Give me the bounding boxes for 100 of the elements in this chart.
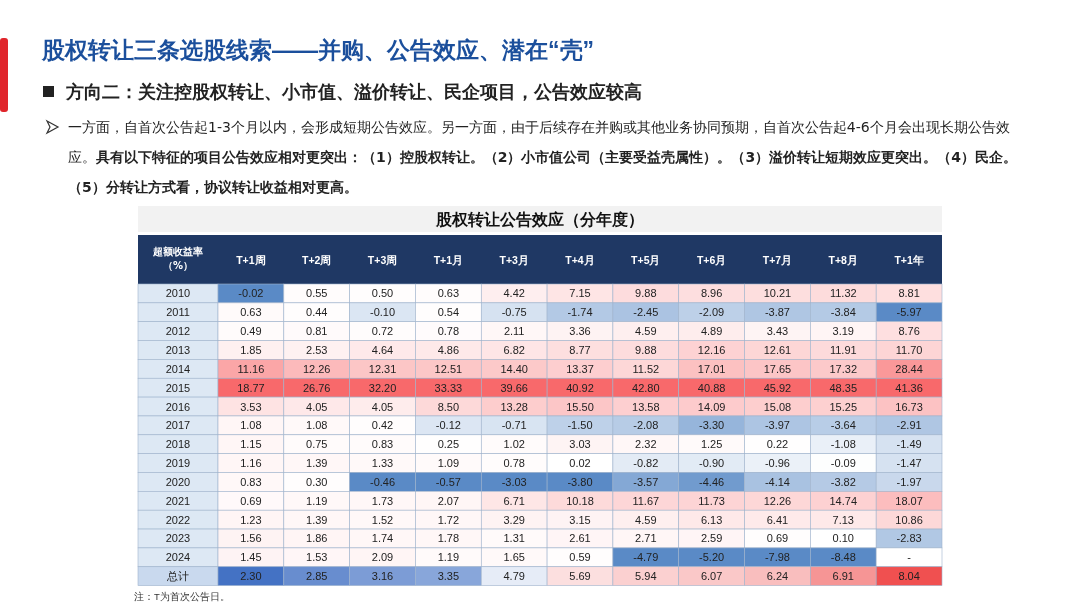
data-label: 4.64	[371, 343, 394, 356]
x-tick-label: T+3月	[499, 253, 529, 266]
chart-title: 股权转让公告效应（分年度）	[435, 210, 644, 229]
data-label: -1.47	[896, 457, 922, 470]
data-label: 45.92	[763, 381, 792, 394]
text: 股权转让三条选股线索——并购、公告效应、潜在“壳”	[41, 37, 594, 63]
data-label: 1.74	[371, 532, 394, 545]
data-label: -1.49	[896, 438, 922, 451]
data-label: 6.71	[503, 494, 525, 507]
data-label: 3.36	[569, 325, 591, 338]
data-label: 2.07	[437, 494, 460, 507]
data-label: 1.16	[240, 457, 262, 470]
data-label: 1.15	[240, 438, 262, 451]
data-label: 11.73	[698, 494, 725, 507]
data-label: -3.57	[633, 475, 659, 488]
data-label: 1.39	[306, 457, 328, 470]
y-tick-label: 总计	[166, 570, 189, 583]
data-label: 0.63	[437, 287, 460, 300]
data-label: -1.74	[567, 306, 593, 319]
data-label: -3.30	[699, 419, 725, 432]
data-label: -5.97	[896, 306, 922, 319]
y-tick-label: 2019	[165, 457, 191, 470]
data-label: 1.09	[437, 457, 460, 470]
x-tick-label: T+3周	[367, 253, 398, 266]
data-label: 3.53	[240, 400, 262, 413]
data-label: 4.59	[635, 513, 657, 526]
data-label: 3.29	[503, 513, 525, 526]
data-label: 9.88	[635, 343, 657, 356]
data-label: 3.43	[766, 325, 789, 338]
y-tick-label: 2013	[165, 343, 191, 356]
data-label: 0.69	[766, 532, 789, 545]
data-label: 11.70	[895, 343, 923, 356]
data-label: 33.33	[434, 381, 463, 394]
data-label: 17.32	[829, 362, 858, 375]
y-tick-label: 2024	[165, 551, 191, 564]
data-label: 1.33	[371, 457, 394, 470]
data-label: 1.19	[306, 494, 328, 507]
data-label: -2.91	[896, 419, 922, 432]
data-label: 11.91	[829, 343, 857, 356]
text: -	[907, 551, 911, 564]
data-label: 48.35	[829, 381, 858, 394]
data-label: -3.87	[764, 306, 790, 319]
data-label: 12.31	[368, 362, 397, 375]
data-label: 4.89	[700, 325, 723, 338]
data-label: 5.69	[569, 570, 591, 583]
data-label: 10.18	[566, 494, 594, 507]
data-label: 3.35	[437, 570, 460, 583]
data-label: 12.16	[697, 343, 726, 356]
data-label: 4.05	[306, 400, 328, 413]
data-label: 18.07	[895, 494, 923, 507]
data-label: 1.78	[437, 532, 460, 545]
data-label: -0.02	[238, 287, 264, 300]
data-label: -0.90	[699, 457, 725, 470]
y-tick-label: 2016	[165, 400, 191, 413]
data-label: 0.49	[240, 325, 262, 338]
data-label: 1.45	[240, 551, 262, 564]
data-label: 13.58	[632, 400, 660, 413]
data-label: -0.75	[501, 306, 527, 319]
data-label: 11.32	[829, 287, 857, 300]
text: 超额收益率（%）	[152, 245, 204, 273]
data-label: 1.08	[306, 419, 328, 432]
data-label: 3.15	[569, 513, 591, 526]
data-label: 0.02	[569, 457, 591, 470]
data-label: 0.75	[306, 438, 328, 451]
data-label: 14.09	[697, 400, 726, 413]
data-label: 2.85	[306, 570, 328, 583]
data-label: 0.44	[306, 306, 328, 319]
x-tick-label: T+7月	[762, 253, 793, 266]
data-label: -0.96	[764, 457, 790, 470]
data-label: 1.53	[306, 551, 328, 564]
data-label: 4.42	[503, 287, 525, 300]
data-label: 0.25	[437, 438, 460, 451]
data-label: 8.04	[898, 570, 920, 583]
y-tick-label: 2015	[165, 381, 191, 394]
data-label: 2.32	[635, 438, 657, 451]
data-label: 1.39	[306, 513, 328, 526]
y-tick-label: 2014	[165, 362, 191, 375]
data-label: 0.55	[306, 287, 328, 300]
data-label: 6.07	[700, 570, 723, 583]
data-label: 7.15	[569, 287, 591, 300]
data-label: -0.82	[633, 457, 659, 470]
data-label: 41.36	[895, 381, 923, 394]
data-label: 12.26	[302, 362, 331, 375]
y-tick-label: 2023	[165, 532, 191, 545]
x-tick-label: T+1周	[236, 253, 266, 266]
data-label: 14.40	[500, 362, 528, 375]
data-label: 3.03	[569, 438, 591, 451]
data-label: 17.01	[697, 362, 726, 375]
data-label: 32.20	[368, 381, 397, 394]
data-label: 2.59	[700, 532, 723, 545]
data-label: 8.50	[437, 400, 460, 413]
data-label: -8.48	[830, 551, 856, 564]
y-tick-label: 2011	[166, 306, 190, 319]
data-label: -3.64	[830, 419, 856, 432]
data-label: -3.84	[830, 306, 856, 319]
data-label: 3.16	[371, 570, 394, 583]
data-label: 4.59	[635, 325, 657, 338]
data-label: 2.11	[503, 325, 525, 338]
data-label: 1.85	[240, 343, 262, 356]
y-tick-label: 2020	[165, 475, 191, 488]
